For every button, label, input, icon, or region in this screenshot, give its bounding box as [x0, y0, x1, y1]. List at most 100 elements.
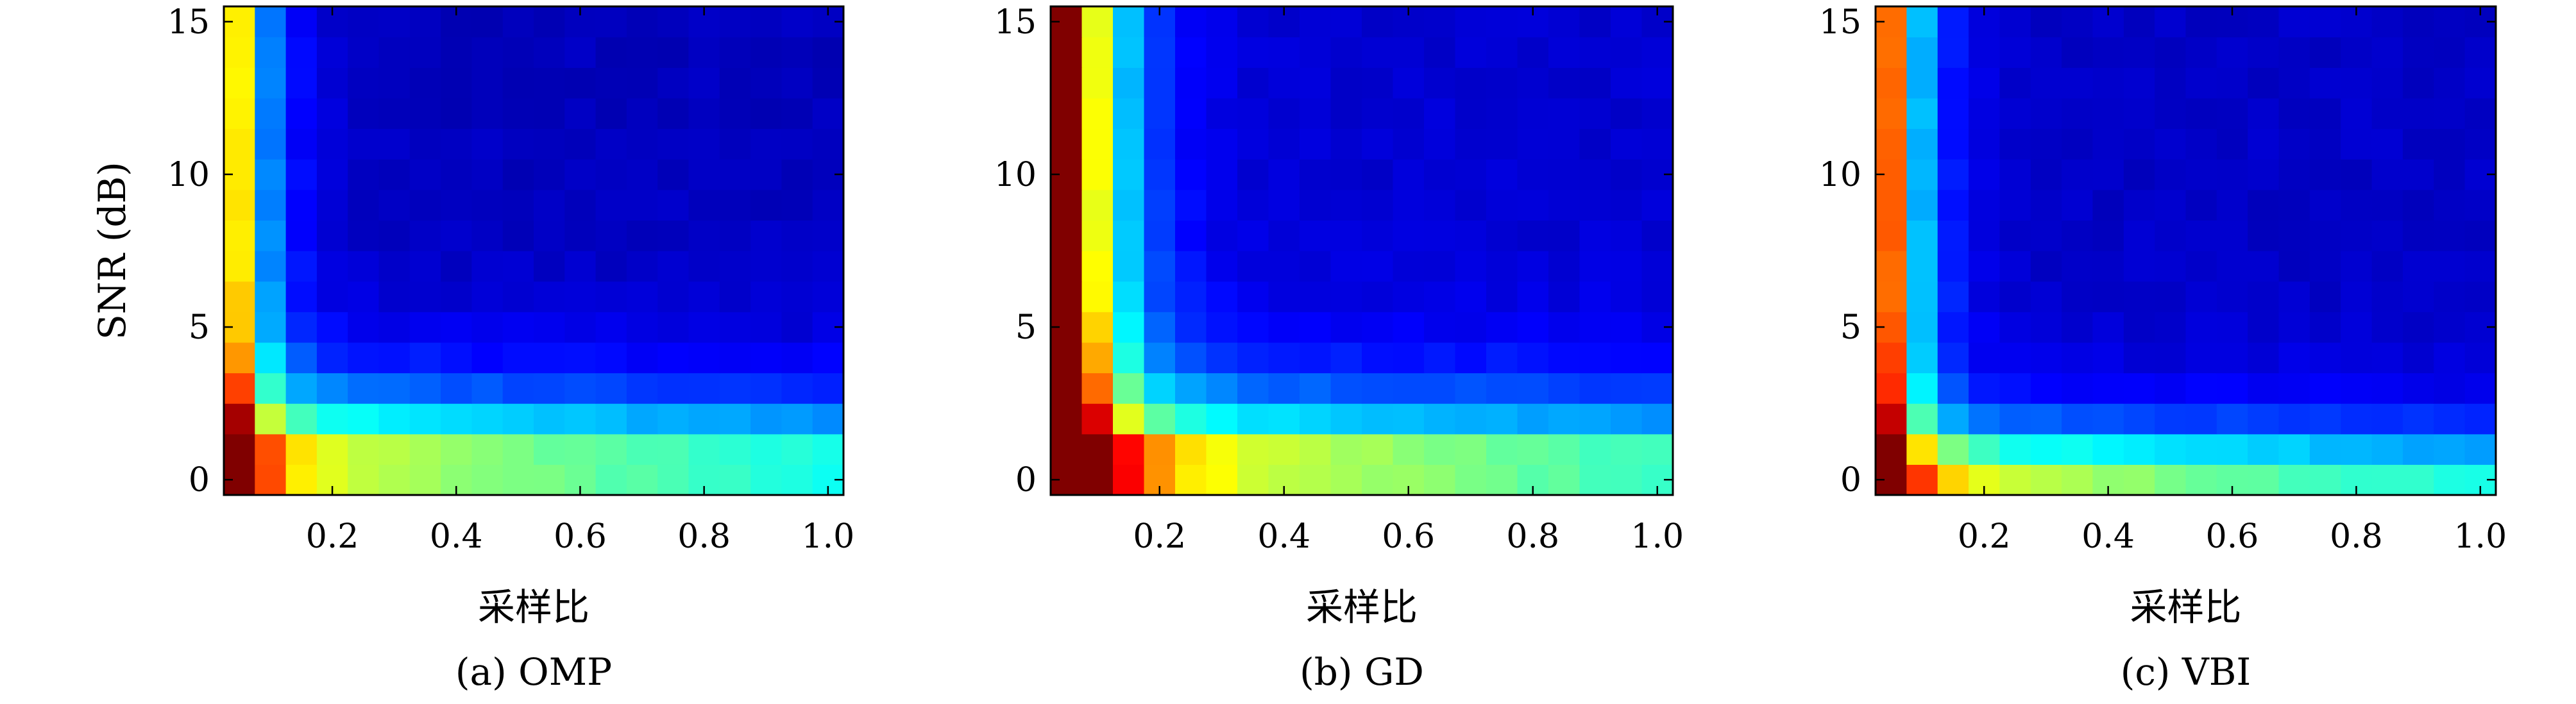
- y-tick-label: 5: [189, 308, 210, 347]
- heatmap-cell: [2278, 159, 2310, 190]
- heatmap-cell: [595, 342, 627, 374]
- heatmap-cell: [378, 189, 411, 221]
- heatmap-cell: [1579, 220, 1611, 251]
- heatmap-cell: [224, 373, 255, 404]
- heatmap-cell: [502, 67, 534, 99]
- heatmap-cell: [1455, 373, 1487, 404]
- heatmap-cell: [1393, 67, 1425, 99]
- heatmap-cell: [1641, 97, 1674, 130]
- heatmap-cell: [1113, 464, 1145, 496]
- heatmap-cell: [1206, 37, 1238, 68]
- heatmap-cell: [2371, 342, 2403, 374]
- heatmap-cell: [1641, 342, 1674, 374]
- heatmap-cell: [2278, 373, 2310, 404]
- heatmap-cell: [1237, 189, 1269, 221]
- heatmap-cell: [2371, 373, 2403, 404]
- heatmap-cell: [2030, 251, 2062, 282]
- heatmap-cell: [1175, 97, 1207, 130]
- heatmap-cell: [285, 6, 318, 38]
- heatmap-cell: [316, 251, 348, 282]
- heatmap-cell: [1641, 373, 1674, 404]
- heatmap-cell: [2248, 433, 2280, 465]
- heatmap-cell: [2155, 281, 2187, 312]
- heatmap-cell: [2402, 312, 2434, 343]
- heatmap-cell: [1300, 251, 1332, 282]
- heatmap-cell: [1876, 403, 1907, 435]
- heatmap-cell: [1144, 159, 1176, 190]
- x-tick-label: 0.8: [2330, 517, 2383, 556]
- heatmap-cell: [812, 67, 844, 99]
- heatmap-cell: [750, 220, 782, 251]
- heatmap-cell: [626, 433, 658, 465]
- heatmap-cell: [285, 342, 318, 374]
- heatmap-cell: [1144, 189, 1176, 221]
- heatmap-cell: [1937, 128, 1969, 160]
- heatmap-cell: [2216, 342, 2248, 374]
- heatmap-cell: [316, 433, 348, 465]
- heatmap-cell: [471, 373, 504, 404]
- x-tick-label: 0.4: [430, 517, 483, 556]
- heatmap-cell: [1113, 342, 1145, 374]
- heatmap-cell: [534, 403, 565, 435]
- heatmap-cell: [1300, 464, 1332, 496]
- heatmap-cell: [1455, 433, 1487, 465]
- heatmap-cell: [750, 433, 782, 465]
- heatmap-cell: [1906, 433, 1938, 465]
- heatmap-cell: [285, 128, 318, 160]
- heatmap-cell: [2216, 37, 2248, 68]
- heatmap-cell: [1300, 6, 1332, 38]
- heatmap-cell: [255, 312, 287, 343]
- heatmap-cell: [1455, 251, 1487, 282]
- heatmap-cell: [348, 189, 380, 221]
- heatmap-cell: [1206, 403, 1238, 435]
- heatmap-cell: [1424, 6, 1456, 38]
- heatmap-cell: [2402, 373, 2434, 404]
- heatmap-cell: [1330, 67, 1362, 99]
- heatmap-cell: [1517, 128, 1549, 160]
- heatmap-cell: [1330, 312, 1362, 343]
- heatmap-cell: [1455, 67, 1487, 99]
- heatmap-cell: [409, 403, 441, 435]
- heatmap-cell: [1486, 403, 1518, 435]
- heatmap-cell: [2123, 67, 2155, 99]
- heatmap-cell: [688, 159, 720, 190]
- heatmap-cell: [1113, 251, 1145, 282]
- y-tick-label: 15: [994, 3, 1037, 42]
- x-tick-label: 0.6: [554, 517, 607, 556]
- heatmap-cell: [657, 37, 690, 68]
- heatmap-cell: [1144, 97, 1176, 130]
- heatmap-cell: [1113, 189, 1145, 221]
- heatmap-cell: [1206, 189, 1238, 221]
- heatmap-cell: [1969, 67, 2000, 99]
- heatmap-cell: [1937, 373, 1969, 404]
- heatmap-cell: [1424, 37, 1456, 68]
- heatmap-cell: [1486, 67, 1518, 99]
- heatmap-cell: [2155, 251, 2187, 282]
- heatmap-cell: [750, 159, 782, 190]
- heatmap-cell: [1455, 128, 1487, 160]
- heatmap-cell: [1486, 312, 1518, 343]
- heatmap-cell: [348, 97, 380, 130]
- heatmap-cell: [1362, 373, 1394, 404]
- heatmap-cell: [1393, 159, 1425, 190]
- heatmap-cell: [2248, 464, 2280, 496]
- heatmap-cell: [2092, 251, 2124, 282]
- heatmap-cell: [719, 342, 751, 374]
- heatmap-cell: [1300, 128, 1332, 160]
- heatmap-cell: [688, 67, 720, 99]
- heatmap-cell: [2371, 403, 2403, 435]
- heatmap-cell: [781, 67, 813, 99]
- heatmap-cell: [1876, 220, 1907, 251]
- heatmap-cell: [502, 159, 534, 190]
- heatmap-cell: [2123, 159, 2155, 190]
- heatmap-cell: [1268, 67, 1300, 99]
- heatmap-cell: [255, 342, 287, 374]
- heatmap-cell: [2402, 403, 2434, 435]
- heatmap-cell: [1876, 67, 1907, 99]
- heatmap-cell: [1424, 189, 1456, 221]
- heatmap-cell: [1300, 67, 1332, 99]
- heatmap-cell: [409, 312, 441, 343]
- heatmap-cell: [2341, 281, 2373, 312]
- heatmap-cell: [316, 189, 348, 221]
- heatmap-cell: [1268, 251, 1300, 282]
